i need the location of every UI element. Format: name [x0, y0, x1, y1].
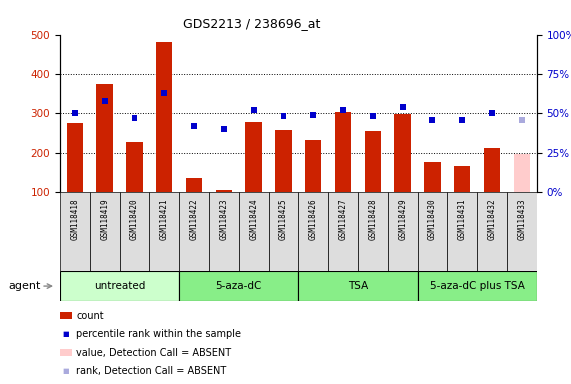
Point — [368, 113, 377, 119]
Point — [309, 112, 318, 118]
Text: GSM118432: GSM118432 — [488, 198, 497, 240]
Bar — [365, 131, 381, 192]
Point — [249, 107, 258, 113]
Text: GSM118421: GSM118421 — [160, 198, 169, 240]
Text: ■: ■ — [63, 331, 70, 337]
Bar — [96, 84, 113, 192]
Bar — [268, 192, 298, 271]
Bar — [156, 43, 172, 192]
Text: GSM118426: GSM118426 — [309, 198, 317, 240]
Text: GSM118431: GSM118431 — [458, 198, 467, 240]
Text: GSM118423: GSM118423 — [219, 198, 228, 240]
Point — [70, 110, 79, 116]
Bar — [186, 178, 202, 192]
Bar — [454, 166, 471, 192]
Bar — [305, 140, 321, 192]
Text: GSM118430: GSM118430 — [428, 198, 437, 240]
Text: GSM118429: GSM118429 — [398, 198, 407, 240]
Text: GSM118422: GSM118422 — [190, 198, 199, 240]
Point — [517, 116, 526, 122]
Bar — [126, 142, 143, 192]
Point — [219, 126, 228, 132]
Bar — [275, 130, 292, 192]
Text: count: count — [77, 311, 104, 321]
Bar — [514, 154, 530, 192]
Bar — [60, 192, 90, 271]
Bar — [484, 148, 500, 192]
Point — [488, 110, 497, 116]
Point — [160, 90, 169, 96]
Bar — [417, 192, 447, 271]
Text: ■: ■ — [63, 368, 70, 374]
Bar — [179, 271, 299, 301]
Point — [339, 107, 348, 113]
Bar — [335, 113, 351, 192]
Text: GSM118424: GSM118424 — [249, 198, 258, 240]
Text: GSM118425: GSM118425 — [279, 198, 288, 240]
Text: GSM118427: GSM118427 — [339, 198, 348, 240]
Bar — [60, 271, 179, 301]
Bar — [90, 192, 119, 271]
Bar — [246, 122, 262, 192]
Bar — [216, 190, 232, 192]
Bar — [209, 192, 239, 271]
Bar — [388, 192, 417, 271]
Bar — [239, 192, 268, 271]
Text: TSA: TSA — [348, 281, 368, 291]
Point — [100, 98, 109, 104]
Bar — [299, 271, 417, 301]
Text: GSM118418: GSM118418 — [70, 198, 79, 240]
Text: GSM118428: GSM118428 — [368, 198, 377, 240]
Bar — [328, 192, 358, 271]
Bar — [150, 192, 179, 271]
Text: GSM118420: GSM118420 — [130, 198, 139, 240]
Text: value, Detection Call = ABSENT: value, Detection Call = ABSENT — [77, 348, 231, 358]
Bar — [417, 271, 537, 301]
Point — [130, 115, 139, 121]
Point — [428, 116, 437, 122]
Point — [190, 123, 199, 129]
Bar — [395, 114, 411, 192]
Bar — [477, 192, 507, 271]
Text: agent: agent — [9, 281, 41, 291]
Text: percentile rank within the sample: percentile rank within the sample — [77, 329, 242, 339]
Text: GSM118419: GSM118419 — [100, 198, 109, 240]
Point — [279, 113, 288, 119]
Bar — [358, 192, 388, 271]
Text: GDS2213 / 238696_at: GDS2213 / 238696_at — [183, 17, 320, 30]
Bar — [299, 192, 328, 271]
Text: rank, Detection Call = ABSENT: rank, Detection Call = ABSENT — [77, 366, 227, 376]
Bar — [67, 123, 83, 192]
Text: untreated: untreated — [94, 281, 145, 291]
Bar — [424, 162, 441, 192]
Text: 5-aza-dC plus TSA: 5-aza-dC plus TSA — [430, 281, 525, 291]
Point — [398, 104, 407, 110]
Point — [458, 116, 467, 122]
Bar — [447, 192, 477, 271]
Text: 5-aza-dC: 5-aza-dC — [216, 281, 262, 291]
Text: GSM118433: GSM118433 — [517, 198, 526, 240]
Bar — [507, 192, 537, 271]
Bar — [119, 192, 150, 271]
Bar — [179, 192, 209, 271]
